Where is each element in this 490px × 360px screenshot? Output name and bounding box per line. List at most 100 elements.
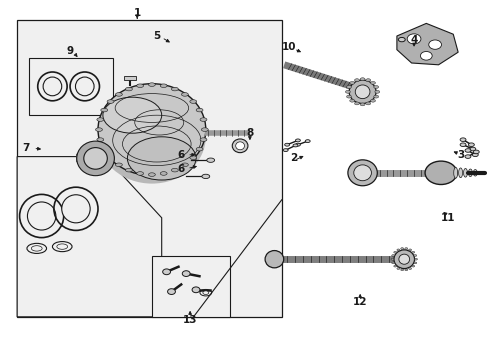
Ellipse shape: [397, 249, 400, 251]
Ellipse shape: [473, 170, 477, 176]
Ellipse shape: [459, 168, 463, 177]
Ellipse shape: [201, 128, 208, 131]
Text: 10: 10: [282, 42, 296, 52]
Ellipse shape: [200, 138, 207, 141]
Ellipse shape: [350, 81, 355, 84]
Ellipse shape: [293, 144, 298, 147]
Ellipse shape: [196, 147, 203, 151]
Ellipse shape: [354, 165, 371, 181]
Ellipse shape: [350, 99, 355, 102]
Ellipse shape: [101, 108, 108, 112]
Ellipse shape: [405, 248, 408, 249]
Ellipse shape: [464, 168, 467, 177]
Bar: [124, 76, 136, 80]
Ellipse shape: [374, 86, 379, 89]
Ellipse shape: [414, 262, 417, 264]
Ellipse shape: [168, 289, 175, 294]
Text: 4: 4: [410, 35, 418, 45]
Ellipse shape: [207, 158, 215, 162]
Ellipse shape: [107, 156, 114, 159]
Ellipse shape: [392, 255, 394, 256]
Ellipse shape: [84, 148, 107, 169]
Text: 6: 6: [178, 150, 185, 160]
Ellipse shape: [425, 161, 457, 184]
Ellipse shape: [57, 244, 68, 249]
Bar: [29, 58, 113, 115]
Ellipse shape: [355, 79, 360, 82]
Ellipse shape: [366, 79, 370, 82]
Ellipse shape: [409, 249, 412, 251]
Ellipse shape: [172, 87, 178, 91]
Ellipse shape: [394, 250, 415, 269]
Text: 13: 13: [183, 315, 197, 325]
Ellipse shape: [349, 80, 376, 104]
Ellipse shape: [392, 262, 394, 264]
Ellipse shape: [116, 93, 122, 96]
Ellipse shape: [190, 156, 196, 159]
Polygon shape: [397, 23, 458, 65]
Ellipse shape: [285, 143, 290, 146]
Text: 11: 11: [441, 213, 456, 223]
Text: 5: 5: [153, 31, 160, 41]
Bar: [152, 256, 230, 317]
Ellipse shape: [391, 258, 394, 260]
Ellipse shape: [394, 251, 397, 253]
Ellipse shape: [148, 83, 155, 86]
Ellipse shape: [412, 251, 415, 253]
Ellipse shape: [160, 84, 167, 87]
Text: 8: 8: [246, 128, 253, 138]
Text: 2: 2: [291, 153, 297, 163]
Ellipse shape: [397, 267, 400, 269]
Ellipse shape: [27, 202, 56, 230]
Ellipse shape: [98, 84, 206, 175]
Ellipse shape: [31, 246, 42, 251]
Ellipse shape: [236, 142, 245, 150]
Ellipse shape: [370, 81, 375, 84]
Ellipse shape: [62, 195, 90, 223]
Ellipse shape: [472, 153, 478, 157]
Ellipse shape: [366, 102, 370, 105]
Ellipse shape: [75, 77, 94, 96]
Ellipse shape: [127, 137, 196, 180]
Ellipse shape: [305, 140, 310, 143]
Ellipse shape: [414, 255, 417, 256]
Ellipse shape: [346, 95, 351, 98]
Ellipse shape: [346, 86, 351, 89]
Ellipse shape: [348, 160, 377, 186]
Ellipse shape: [370, 99, 375, 102]
Text: 1: 1: [134, 8, 141, 18]
Ellipse shape: [360, 78, 365, 81]
Ellipse shape: [398, 37, 405, 42]
Circle shape: [407, 34, 421, 44]
Text: 3: 3: [457, 150, 464, 160]
Ellipse shape: [107, 100, 114, 103]
Ellipse shape: [202, 174, 210, 179]
Ellipse shape: [148, 173, 155, 176]
Ellipse shape: [163, 269, 171, 275]
Ellipse shape: [96, 128, 102, 131]
Ellipse shape: [98, 90, 206, 184]
Ellipse shape: [401, 269, 404, 271]
Ellipse shape: [200, 118, 207, 121]
Circle shape: [429, 40, 441, 49]
Ellipse shape: [401, 248, 404, 249]
Ellipse shape: [468, 143, 474, 147]
Ellipse shape: [160, 172, 167, 175]
Ellipse shape: [125, 87, 132, 91]
Ellipse shape: [137, 84, 144, 87]
Ellipse shape: [125, 168, 132, 172]
Ellipse shape: [355, 102, 360, 105]
Ellipse shape: [360, 103, 365, 106]
Ellipse shape: [101, 147, 108, 151]
Ellipse shape: [192, 287, 200, 293]
Ellipse shape: [203, 291, 209, 294]
Ellipse shape: [77, 141, 114, 176]
Ellipse shape: [399, 254, 410, 264]
Ellipse shape: [473, 150, 479, 154]
Ellipse shape: [232, 139, 248, 153]
Ellipse shape: [468, 169, 472, 176]
Ellipse shape: [345, 90, 350, 93]
Ellipse shape: [196, 108, 203, 112]
Ellipse shape: [97, 138, 104, 141]
Ellipse shape: [181, 163, 188, 167]
